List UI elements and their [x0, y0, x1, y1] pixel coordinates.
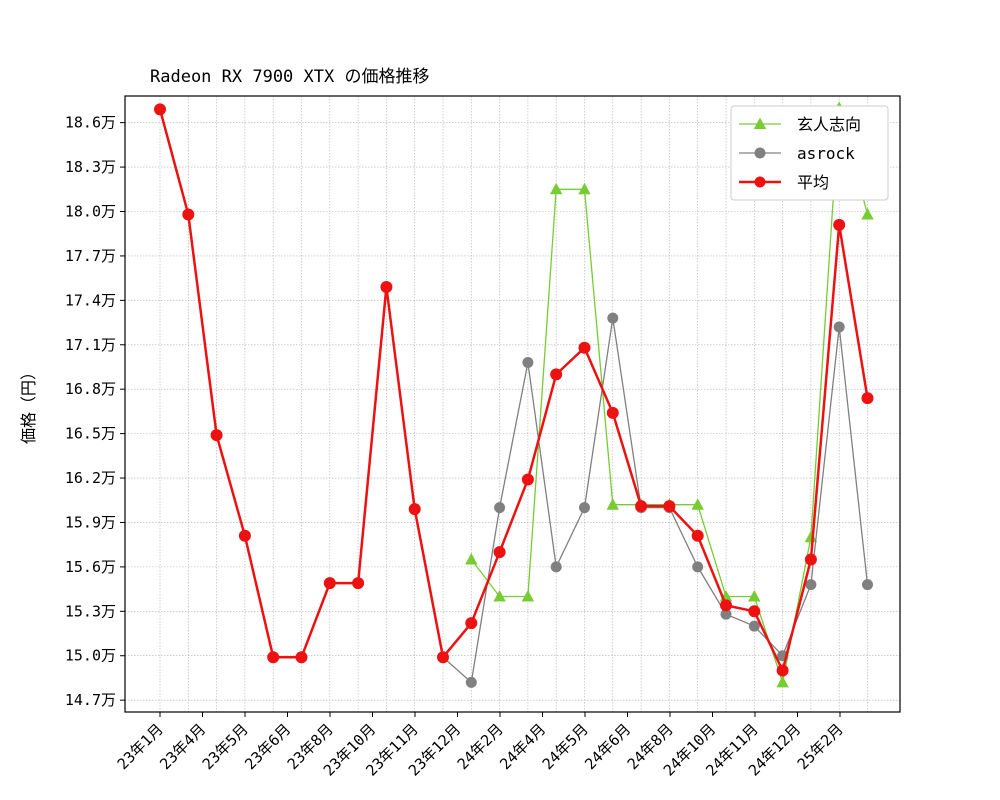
data-point [465, 617, 478, 630]
legend-label: 玄人志向 [797, 115, 861, 134]
y-tick-label: 18.0万 [65, 203, 116, 221]
data-point [465, 676, 477, 688]
data-point [522, 357, 534, 369]
data-point [182, 208, 195, 221]
y-axis: 14.7万 15.0万 15.3万 15.6万 15.9万 16.2万 16.5万 16.8万… [65, 114, 125, 709]
data-point [267, 651, 280, 664]
data-point [352, 577, 365, 590]
y-tick-label: 15.0万 [65, 647, 116, 665]
series-line-asrock [442, 318, 869, 684]
data-point [720, 608, 732, 620]
y-tick-label: 16.5万 [65, 425, 116, 443]
legend-marker [754, 176, 766, 188]
legend-marker [753, 117, 767, 129]
plot-frame [124, 95, 901, 713]
x-tick-label: 24年5月 [539, 720, 592, 773]
series-average [154, 103, 874, 677]
y-tick-label: 18.3万 [65, 158, 116, 176]
data-point [748, 620, 760, 632]
data-point [691, 498, 704, 510]
data-point [776, 675, 789, 688]
data-point [210, 429, 223, 442]
data-point [493, 590, 506, 602]
series-layer [154, 101, 874, 688]
y-tick-label: 14.7万 [65, 691, 116, 709]
data-point [692, 561, 704, 573]
data-point [550, 368, 563, 381]
data-point [154, 103, 166, 116]
data-point [833, 218, 846, 231]
chart-title: Radeon RX 7900 XTX の価格推移 [150, 67, 429, 87]
data-point [663, 500, 676, 513]
y-tick-label: 16.2万 [65, 469, 116, 487]
y-tick-label: 17.7万 [65, 247, 116, 265]
data-point [408, 503, 421, 516]
data-point [607, 312, 619, 324]
data-point [805, 579, 817, 591]
y-tick-label: 15.6万 [65, 558, 116, 576]
x-tick-label: 23年1月 [114, 720, 167, 773]
y-tick-label: 16.8万 [65, 380, 116, 398]
data-point [493, 546, 506, 559]
x-tick-label: 24年4月 [496, 720, 549, 773]
y-tick-label: 17.1万 [65, 336, 116, 354]
y-axis-label: 価格（円） [19, 364, 38, 444]
data-point [804, 530, 818, 543]
data-point [550, 561, 562, 573]
data-point [635, 500, 648, 513]
data-point [494, 502, 506, 514]
data-point [691, 529, 704, 542]
data-point [862, 579, 873, 591]
data-point [579, 502, 590, 514]
data-point [238, 529, 251, 542]
data-point [380, 281, 393, 294]
data-point [833, 321, 845, 333]
legend-label: asrock [797, 144, 855, 163]
data-point [578, 182, 591, 195]
data-point [861, 207, 874, 220]
y-tick-label: 15.9万 [65, 513, 116, 531]
y-tick-label: 17.4万 [65, 291, 116, 309]
data-point [465, 552, 478, 565]
series-asrock [437, 312, 873, 688]
legend-marker [754, 147, 766, 159]
x-tick-label: 23年6月 [241, 720, 294, 773]
legend: 玄人志向 asrock 平均 [730, 105, 889, 201]
data-point [323, 577, 336, 590]
data-point [606, 406, 619, 419]
data-point [748, 590, 761, 602]
data-point [748, 605, 761, 618]
x-tick-label: 24年6月 [581, 720, 634, 773]
data-point [295, 651, 308, 664]
legend-label: 平均 [797, 173, 829, 192]
data-point [606, 498, 619, 510]
data-point [776, 664, 789, 677]
data-point [437, 651, 449, 664]
y-tick-label: 18.6万 [65, 114, 116, 132]
data-point [720, 599, 732, 612]
x-tick-label: 23年4月 [156, 720, 209, 773]
y-tick-label: 15.3万 [65, 602, 116, 620]
x-tick-label: 23年5月 [199, 720, 252, 773]
legend-box [730, 105, 889, 201]
x-tick-label: 25年2月 [794, 720, 847, 773]
data-point [550, 182, 563, 195]
data-point [861, 392, 874, 405]
x-axis: 23年1月23年4月23年5月23年6月23年8月23年10月23年11月23年… [114, 712, 847, 780]
data-point [804, 553, 817, 566]
data-point [521, 590, 535, 602]
data-point [578, 341, 591, 354]
data-point [521, 473, 534, 486]
x-tick-label: 24年2月 [454, 720, 507, 773]
